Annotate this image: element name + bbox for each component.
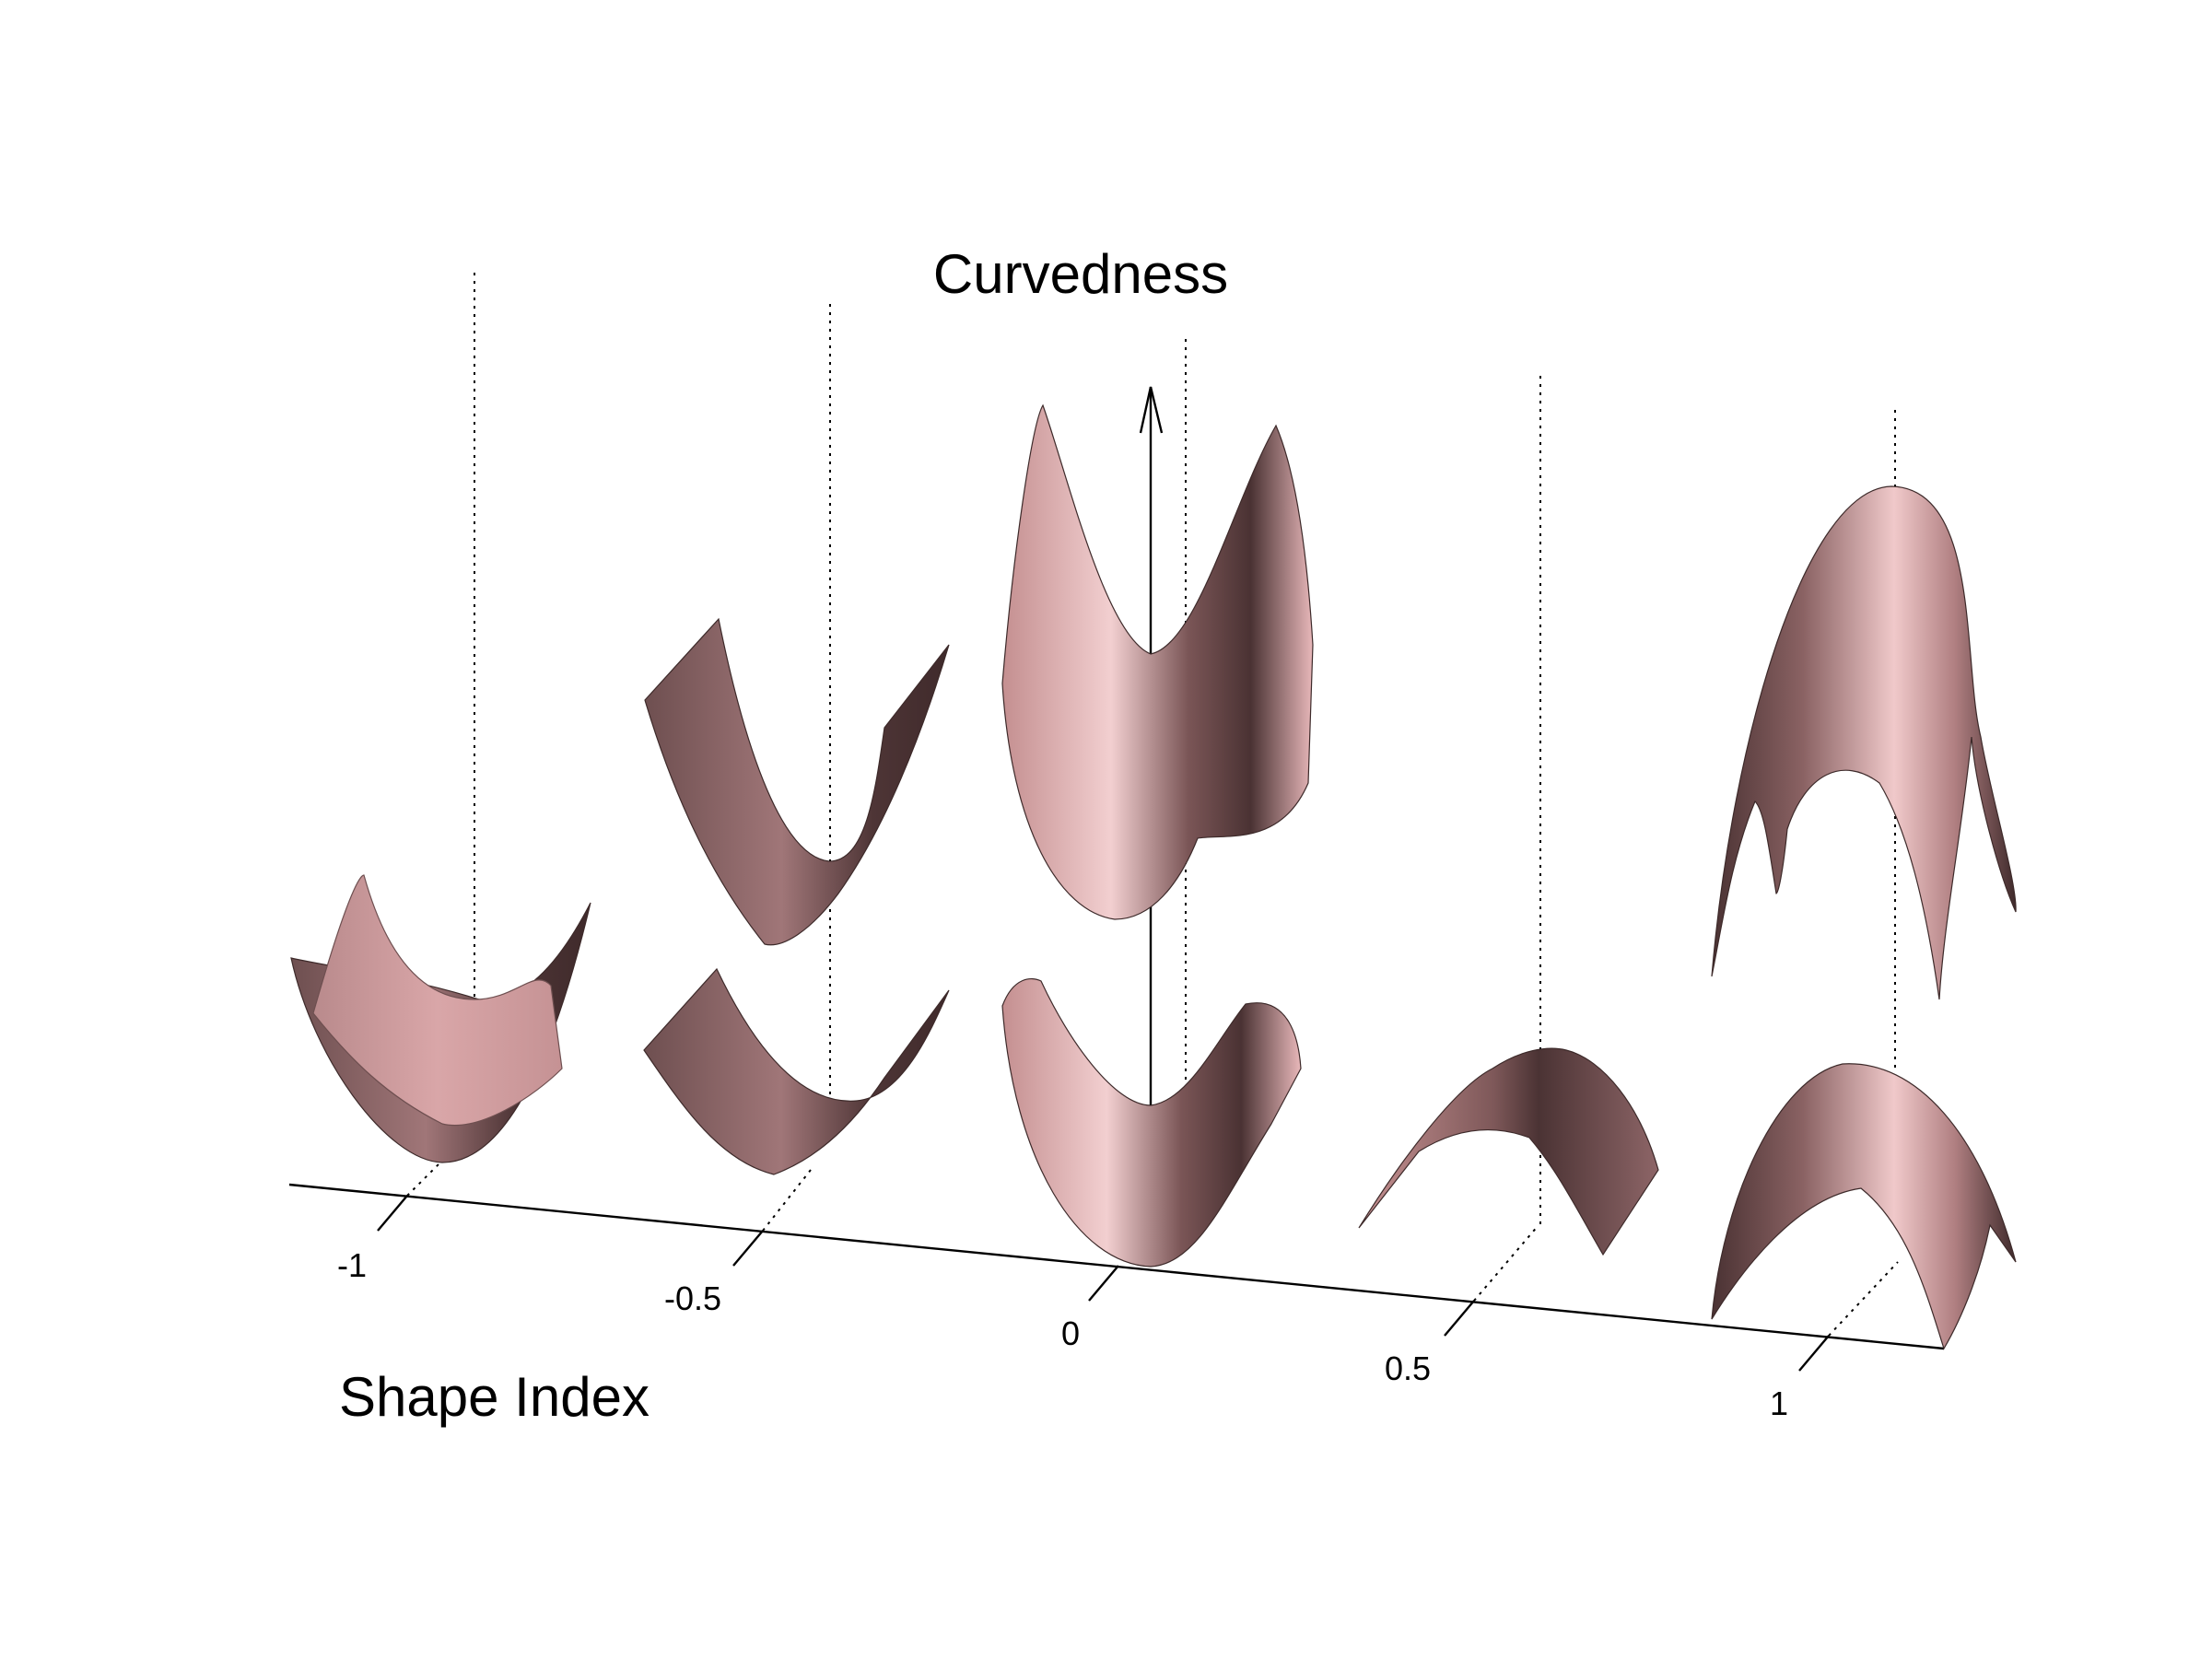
depth-guide xyxy=(1828,1261,1899,1337)
depth-guide xyxy=(762,1169,812,1232)
cap-surface-upper xyxy=(1711,485,2017,1000)
figure-title: Curvedness xyxy=(933,243,1228,305)
tick-mark xyxy=(1088,1265,1119,1302)
saddle-surface-lower xyxy=(1001,978,1302,1268)
tick-label: -1 xyxy=(337,1246,367,1284)
saddle-surface-upper xyxy=(1001,403,1314,920)
tick-mark xyxy=(732,1230,764,1267)
tick-marks xyxy=(377,1195,1830,1372)
tick-label: 1 xyxy=(1770,1384,1788,1422)
shape-index-axis: -1 -0.5 0 0.5 1 xyxy=(288,1152,1945,1422)
tick-label: 0 xyxy=(1061,1314,1080,1352)
trough-surface-upper xyxy=(644,617,950,946)
curvedness-arrowhead xyxy=(1139,386,1164,434)
tick-label: 0.5 xyxy=(1385,1349,1431,1387)
cap-surface-lower xyxy=(1711,1063,2017,1350)
cup-surface xyxy=(290,874,591,1163)
tick-mark xyxy=(1798,1335,1830,1372)
depth-guide xyxy=(1473,1224,1539,1302)
trough-surface-lower xyxy=(643,967,950,1175)
tick-mark xyxy=(1444,1300,1475,1337)
tick-mark xyxy=(377,1195,408,1232)
x-axis-label: Shape Index xyxy=(339,1366,650,1428)
tick-label: -0.5 xyxy=(664,1279,721,1317)
ridge-surface xyxy=(1358,1047,1659,1256)
surfaces xyxy=(290,403,2017,1350)
